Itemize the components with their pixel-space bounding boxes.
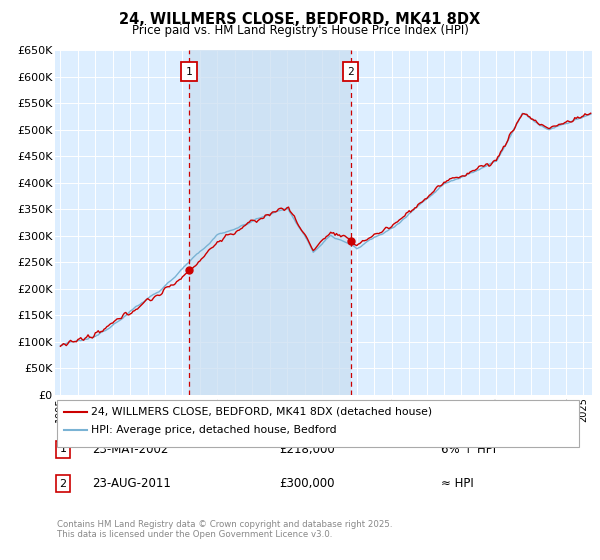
Text: 2: 2 — [59, 479, 67, 489]
Text: £300,000: £300,000 — [279, 477, 335, 491]
Text: 24, WILLMERS CLOSE, BEDFORD, MK41 8DX (detached house): 24, WILLMERS CLOSE, BEDFORD, MK41 8DX (d… — [91, 407, 433, 417]
Text: 1: 1 — [59, 444, 67, 454]
Text: 6% ↑ HPI: 6% ↑ HPI — [441, 442, 496, 456]
Text: ≈ HPI: ≈ HPI — [441, 477, 474, 491]
Text: Price paid vs. HM Land Registry's House Price Index (HPI): Price paid vs. HM Land Registry's House … — [131, 24, 469, 36]
Text: 2: 2 — [347, 67, 354, 77]
Text: HPI: Average price, detached house, Bedford: HPI: Average price, detached house, Bedf… — [91, 424, 337, 435]
Text: Contains HM Land Registry data © Crown copyright and database right 2025.
This d: Contains HM Land Registry data © Crown c… — [57, 520, 392, 539]
Text: 23-MAY-2002: 23-MAY-2002 — [92, 442, 168, 456]
Text: £218,000: £218,000 — [279, 442, 335, 456]
Bar — [189, 50, 350, 395]
Text: 1: 1 — [186, 67, 193, 77]
Text: 24, WILLMERS CLOSE, BEDFORD, MK41 8DX: 24, WILLMERS CLOSE, BEDFORD, MK41 8DX — [119, 12, 481, 27]
Text: 23-AUG-2011: 23-AUG-2011 — [92, 477, 170, 491]
